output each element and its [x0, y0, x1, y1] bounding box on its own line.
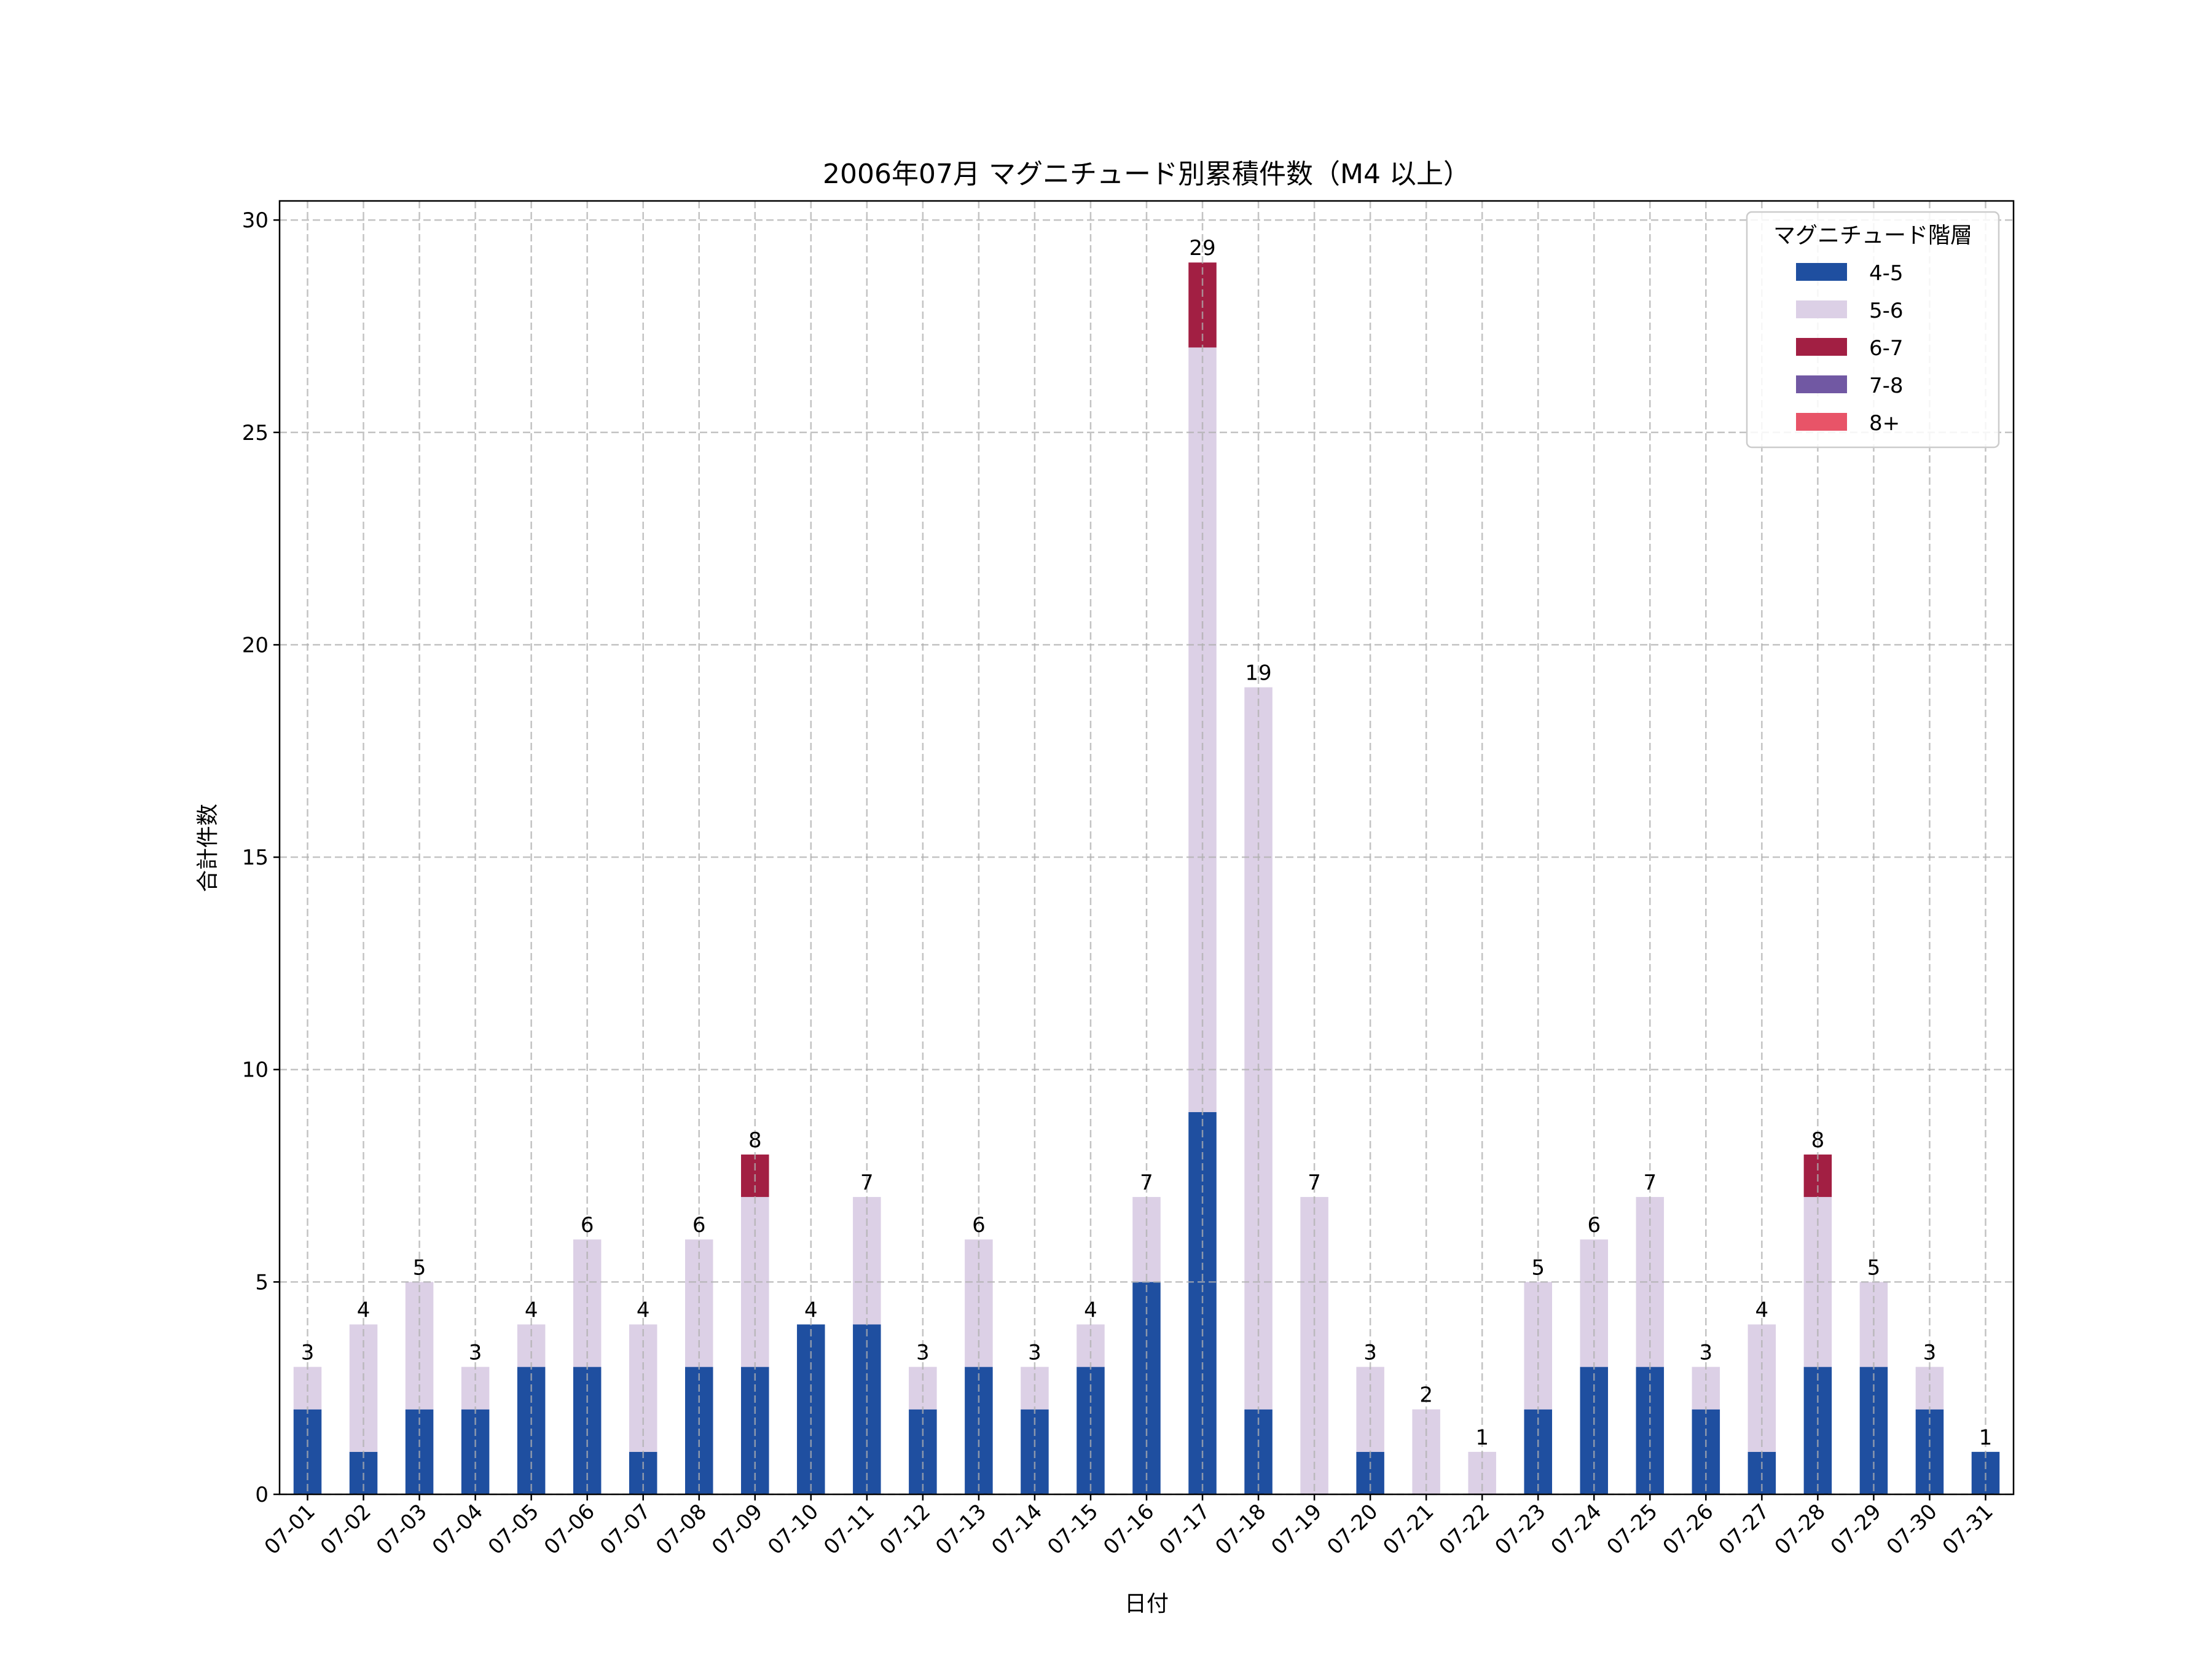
x-tick-label: 07-23	[1490, 1499, 1550, 1559]
x-tick-label: 07-07	[595, 1499, 656, 1559]
data-labels: 3 4 5 3 4 6 4 6 8 4 7 3 6 3 4 7 29 19 7 3 2 1 5 6 7 3 4 8 5 3 1	[301, 236, 1993, 1450]
y-axis-label: 合計件数	[195, 804, 221, 892]
x-axis-label: 日付	[1124, 1591, 1169, 1617]
total-label: 5	[1531, 1255, 1545, 1280]
x-tick-label: 07-10	[763, 1499, 823, 1559]
y-tick-label: 30	[242, 208, 269, 233]
x-tick-label: 07-12	[875, 1499, 935, 1559]
x-tick-label: 07-08	[651, 1499, 712, 1559]
y-axis: 0 5 10 15 20 25 30	[242, 208, 280, 1507]
total-label: 4	[804, 1298, 818, 1322]
legend-title: マグニチュード階層	[1773, 223, 1972, 248]
x-tick-label: 07-25	[1602, 1499, 1663, 1559]
legend: マグニチュード階層 4-5 5-6 6-7 7-8 8+	[1746, 211, 2000, 449]
legend-swatch-6-7	[1796, 338, 1847, 356]
total-label: 5	[1867, 1255, 1881, 1280]
total-label: 8	[1811, 1128, 1825, 1153]
x-tick-label: 07-15	[1043, 1499, 1103, 1559]
x-tick-label: 07-21	[1378, 1499, 1438, 1559]
total-label: 6	[972, 1213, 986, 1237]
total-label: 7	[860, 1171, 874, 1195]
total-label: 3	[1700, 1341, 1713, 1365]
x-tick-label: 07-20	[1322, 1499, 1382, 1559]
x-tick-label: 07-30	[1882, 1499, 1942, 1559]
legend-label: 4-5	[1869, 261, 1904, 286]
x-tick-label: 07-09	[707, 1499, 767, 1559]
total-label: 6	[581, 1213, 594, 1237]
total-label: 19	[1245, 661, 1271, 686]
legend-label: 6-7	[1869, 336, 1904, 361]
legend-label: 5-6	[1869, 299, 1904, 323]
x-tick-label: 07-05	[484, 1499, 544, 1559]
total-label: 6	[1587, 1213, 1601, 1237]
total-label: 3	[1363, 1341, 1377, 1365]
y-tick-label: 20	[242, 633, 269, 657]
total-label: 29	[1189, 236, 1215, 261]
total-label: 7	[1308, 1171, 1321, 1195]
x-tick-label: 07-29	[1826, 1499, 1886, 1559]
x-tick-label: 07-31	[1938, 1499, 1998, 1559]
x-tick-label: 07-24	[1546, 1499, 1606, 1559]
total-label: 5	[413, 1255, 426, 1280]
total-label: 3	[1923, 1341, 1937, 1365]
total-label: 4	[637, 1298, 650, 1322]
x-tick-label: 07-03	[372, 1499, 432, 1559]
x-tick-label: 07-17	[1155, 1499, 1215, 1559]
y-tick-label: 0	[255, 1483, 269, 1507]
bar-segment-5-6	[1188, 347, 1217, 1112]
x-tick-label: 07-27	[1714, 1499, 1775, 1559]
legend-swatch-8+	[1796, 413, 1847, 431]
x-tick-label: 07-28	[1770, 1499, 1830, 1559]
total-label: 4	[1084, 1298, 1097, 1322]
legend-swatch-5-6	[1796, 300, 1847, 318]
total-label: 3	[469, 1341, 482, 1365]
total-label: 3	[916, 1341, 930, 1365]
total-label: 3	[301, 1341, 315, 1365]
x-tick-label: 07-14	[987, 1499, 1047, 1559]
x-tick-label: 07-22	[1434, 1499, 1494, 1559]
total-label: 1	[1475, 1426, 1489, 1450]
x-tick-label: 07-18	[1210, 1499, 1271, 1559]
y-tick-label: 25	[242, 421, 269, 445]
legend-swatch-7-8	[1796, 375, 1847, 393]
total-label: 7	[1140, 1171, 1153, 1195]
bar-segment-5-6	[853, 1197, 881, 1325]
x-tick-label: 07-16	[1099, 1499, 1159, 1559]
x-tick-label: 07-01	[260, 1499, 320, 1559]
x-tick-label: 07-13	[931, 1499, 991, 1559]
x-tick-label: 07-26	[1658, 1499, 1719, 1559]
total-label: 1	[1979, 1426, 1993, 1450]
total-label: 4	[525, 1298, 538, 1322]
x-tick-label: 07-02	[316, 1499, 376, 1559]
total-label: 6	[692, 1213, 706, 1237]
y-tick-label: 10	[242, 1058, 269, 1083]
chart-title: 2006年07月 マグニチュード別累積件数（M4 以上）	[823, 159, 1470, 190]
total-label: 4	[1755, 1298, 1769, 1322]
total-label: 3	[1028, 1341, 1041, 1365]
total-label: 2	[1419, 1383, 1433, 1408]
x-tick-label: 07-19	[1266, 1499, 1327, 1559]
y-tick-label: 5	[255, 1270, 269, 1295]
legend-label: 7-8	[1869, 374, 1904, 398]
y-tick-label: 15	[242, 845, 269, 870]
legend-label: 8+	[1869, 411, 1900, 436]
total-label: 4	[357, 1298, 371, 1322]
x-tick-label: 07-04	[428, 1499, 488, 1559]
x-tick-label: 07-06	[539, 1499, 600, 1559]
total-label: 7	[1643, 1171, 1657, 1195]
x-tick-label: 07-11	[819, 1499, 879, 1559]
x-axis: 07-0107-0207-0307-0407-0507-0607-0707-08…	[260, 1494, 1998, 1559]
total-label: 8	[748, 1128, 762, 1153]
legend-swatch-4-5	[1796, 263, 1847, 281]
